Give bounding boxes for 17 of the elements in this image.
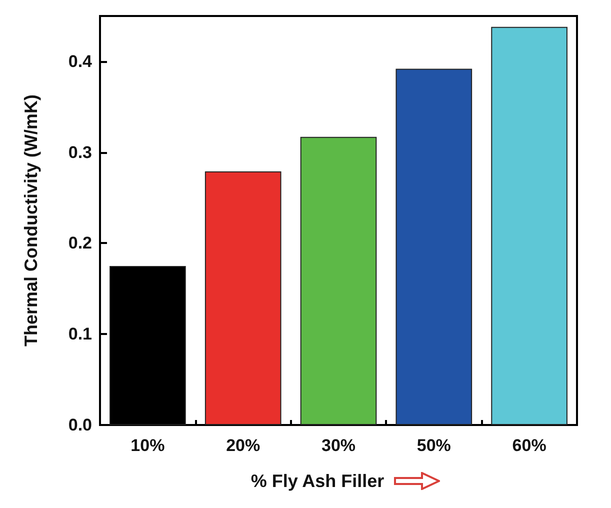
y-tick-label: 0.2: [68, 234, 92, 253]
y-axis-title: Thermal Conductivity (W/mK): [21, 94, 41, 347]
bar: [396, 68, 472, 425]
bar: [491, 26, 568, 425]
x-tick-label: 30%: [321, 436, 356, 455]
x-tick-label: 10%: [130, 436, 165, 455]
bar: [110, 266, 186, 425]
x-tick-label: 20%: [226, 436, 260, 455]
x-tick-label: 60%: [512, 436, 546, 455]
y-tick-label: 0.3: [68, 142, 92, 162]
x-axis-title: % Fly Ash Filler: [250, 470, 384, 492]
x-tick-label: 50%: [416, 436, 451, 455]
bar: [300, 136, 377, 425]
y-tick-label: 0.1: [68, 324, 92, 344]
bar: [204, 171, 282, 425]
y-tick-label: 0.4: [68, 52, 93, 71]
y-tick-label: 0.0: [68, 416, 92, 434]
